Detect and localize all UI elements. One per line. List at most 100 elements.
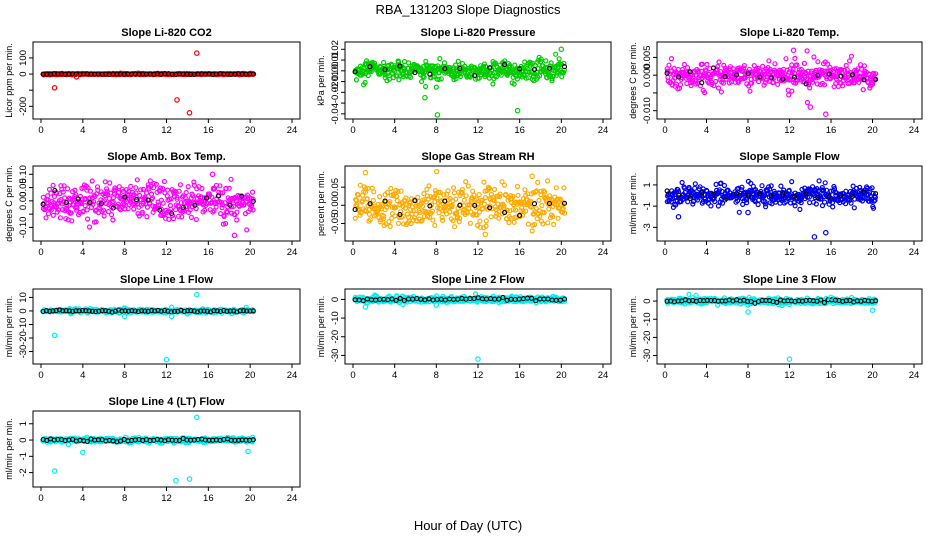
data-point-black	[250, 437, 256, 443]
x-tick-label: 8	[745, 125, 750, 136]
y-tick-label: -1	[18, 452, 29, 460]
outlier-point	[80, 449, 86, 456]
data-point	[102, 179, 108, 185]
outlier-point	[790, 47, 797, 54]
x-tick-label: 4	[392, 247, 397, 258]
data-point	[380, 216, 386, 222]
data-point-black	[119, 308, 125, 314]
data-point-black	[250, 71, 256, 77]
data-point	[741, 65, 747, 71]
y-tick-label: -30	[18, 345, 29, 359]
data-point	[807, 85, 813, 91]
data-point	[455, 58, 461, 65]
data-point-black	[561, 64, 568, 70]
y-tick-label: -20	[642, 331, 653, 345]
data-point-black	[198, 308, 204, 314]
y-tick-label: -0.10	[18, 217, 29, 239]
data-point-black	[89, 308, 95, 314]
data-point	[419, 217, 425, 224]
data-point	[250, 189, 256, 195]
data-point-black	[52, 187, 58, 194]
data-point-black	[826, 194, 832, 200]
data-point	[40, 194, 46, 200]
data-point	[720, 80, 727, 86]
data-point	[778, 183, 784, 189]
data-point	[770, 79, 777, 85]
data-point	[430, 217, 436, 223]
data-point	[144, 214, 150, 220]
data-point	[491, 198, 497, 204]
data-point	[112, 187, 119, 193]
x-tick-label: 4	[80, 247, 85, 258]
data-point-black	[70, 308, 76, 314]
data-point	[476, 209, 482, 215]
data-point	[188, 214, 194, 220]
y-tick-label: 1	[642, 182, 653, 187]
plot-frame	[32, 288, 301, 365]
y-tick-label: 0.05	[18, 178, 29, 197]
outlier-point	[745, 209, 751, 216]
data-point-black	[710, 191, 716, 197]
plot-frame	[32, 41, 301, 120]
data-point	[842, 201, 849, 207]
data-point	[365, 72, 371, 79]
data-point	[815, 59, 821, 65]
data-point	[85, 185, 91, 191]
data-point	[223, 185, 229, 191]
data-point	[199, 185, 205, 192]
data-point	[353, 77, 359, 83]
data-point	[861, 63, 868, 69]
data-point	[762, 204, 769, 210]
x-tick-label: 4	[80, 125, 85, 136]
data-point	[174, 196, 180, 202]
data-point	[529, 228, 535, 234]
data-point-black	[529, 295, 535, 301]
data-point	[492, 60, 498, 66]
y-tick-label: -30	[642, 349, 653, 363]
x-tick-label: 0	[350, 247, 355, 258]
x-tick-label: 20	[556, 247, 567, 258]
data-point	[463, 193, 469, 199]
data-point-black	[133, 197, 140, 203]
outlier-point	[433, 302, 440, 308]
data-point-black	[250, 308, 256, 314]
data-point	[410, 208, 416, 214]
x-tick-label: 20	[867, 247, 878, 258]
data-point	[233, 198, 239, 204]
y-axis-label: degrees C per min.	[4, 165, 14, 242]
x-tick-label: 16	[203, 493, 214, 504]
data-point	[45, 197, 51, 203]
data-point	[820, 187, 827, 193]
y-tick-label: 100	[18, 50, 29, 66]
data-point	[483, 223, 489, 229]
data-point	[413, 211, 419, 217]
data-point	[467, 220, 473, 226]
data-point	[715, 63, 721, 70]
data-point	[866, 71, 872, 78]
y-tick-label: -0.04	[330, 103, 341, 125]
data-point	[395, 188, 401, 194]
data-point	[673, 202, 679, 208]
data-point	[512, 207, 519, 213]
data-point	[552, 51, 559, 57]
x-tick-label: 24	[909, 370, 920, 381]
data-point	[176, 213, 182, 219]
data-points	[40, 291, 257, 363]
data-point	[759, 183, 765, 189]
data-point-black	[664, 70, 670, 76]
data-point	[101, 213, 107, 219]
outlier-point	[168, 313, 175, 320]
data-point	[752, 187, 759, 193]
data-point-black	[382, 198, 388, 204]
data-point	[821, 82, 828, 88]
data-point-black	[132, 308, 138, 314]
data-point	[774, 81, 781, 87]
data-point-black	[472, 72, 478, 79]
data-point-black	[53, 308, 59, 314]
data-point	[529, 60, 535, 66]
y-tick-label: 0.05	[330, 178, 341, 197]
data-point	[439, 214, 445, 221]
